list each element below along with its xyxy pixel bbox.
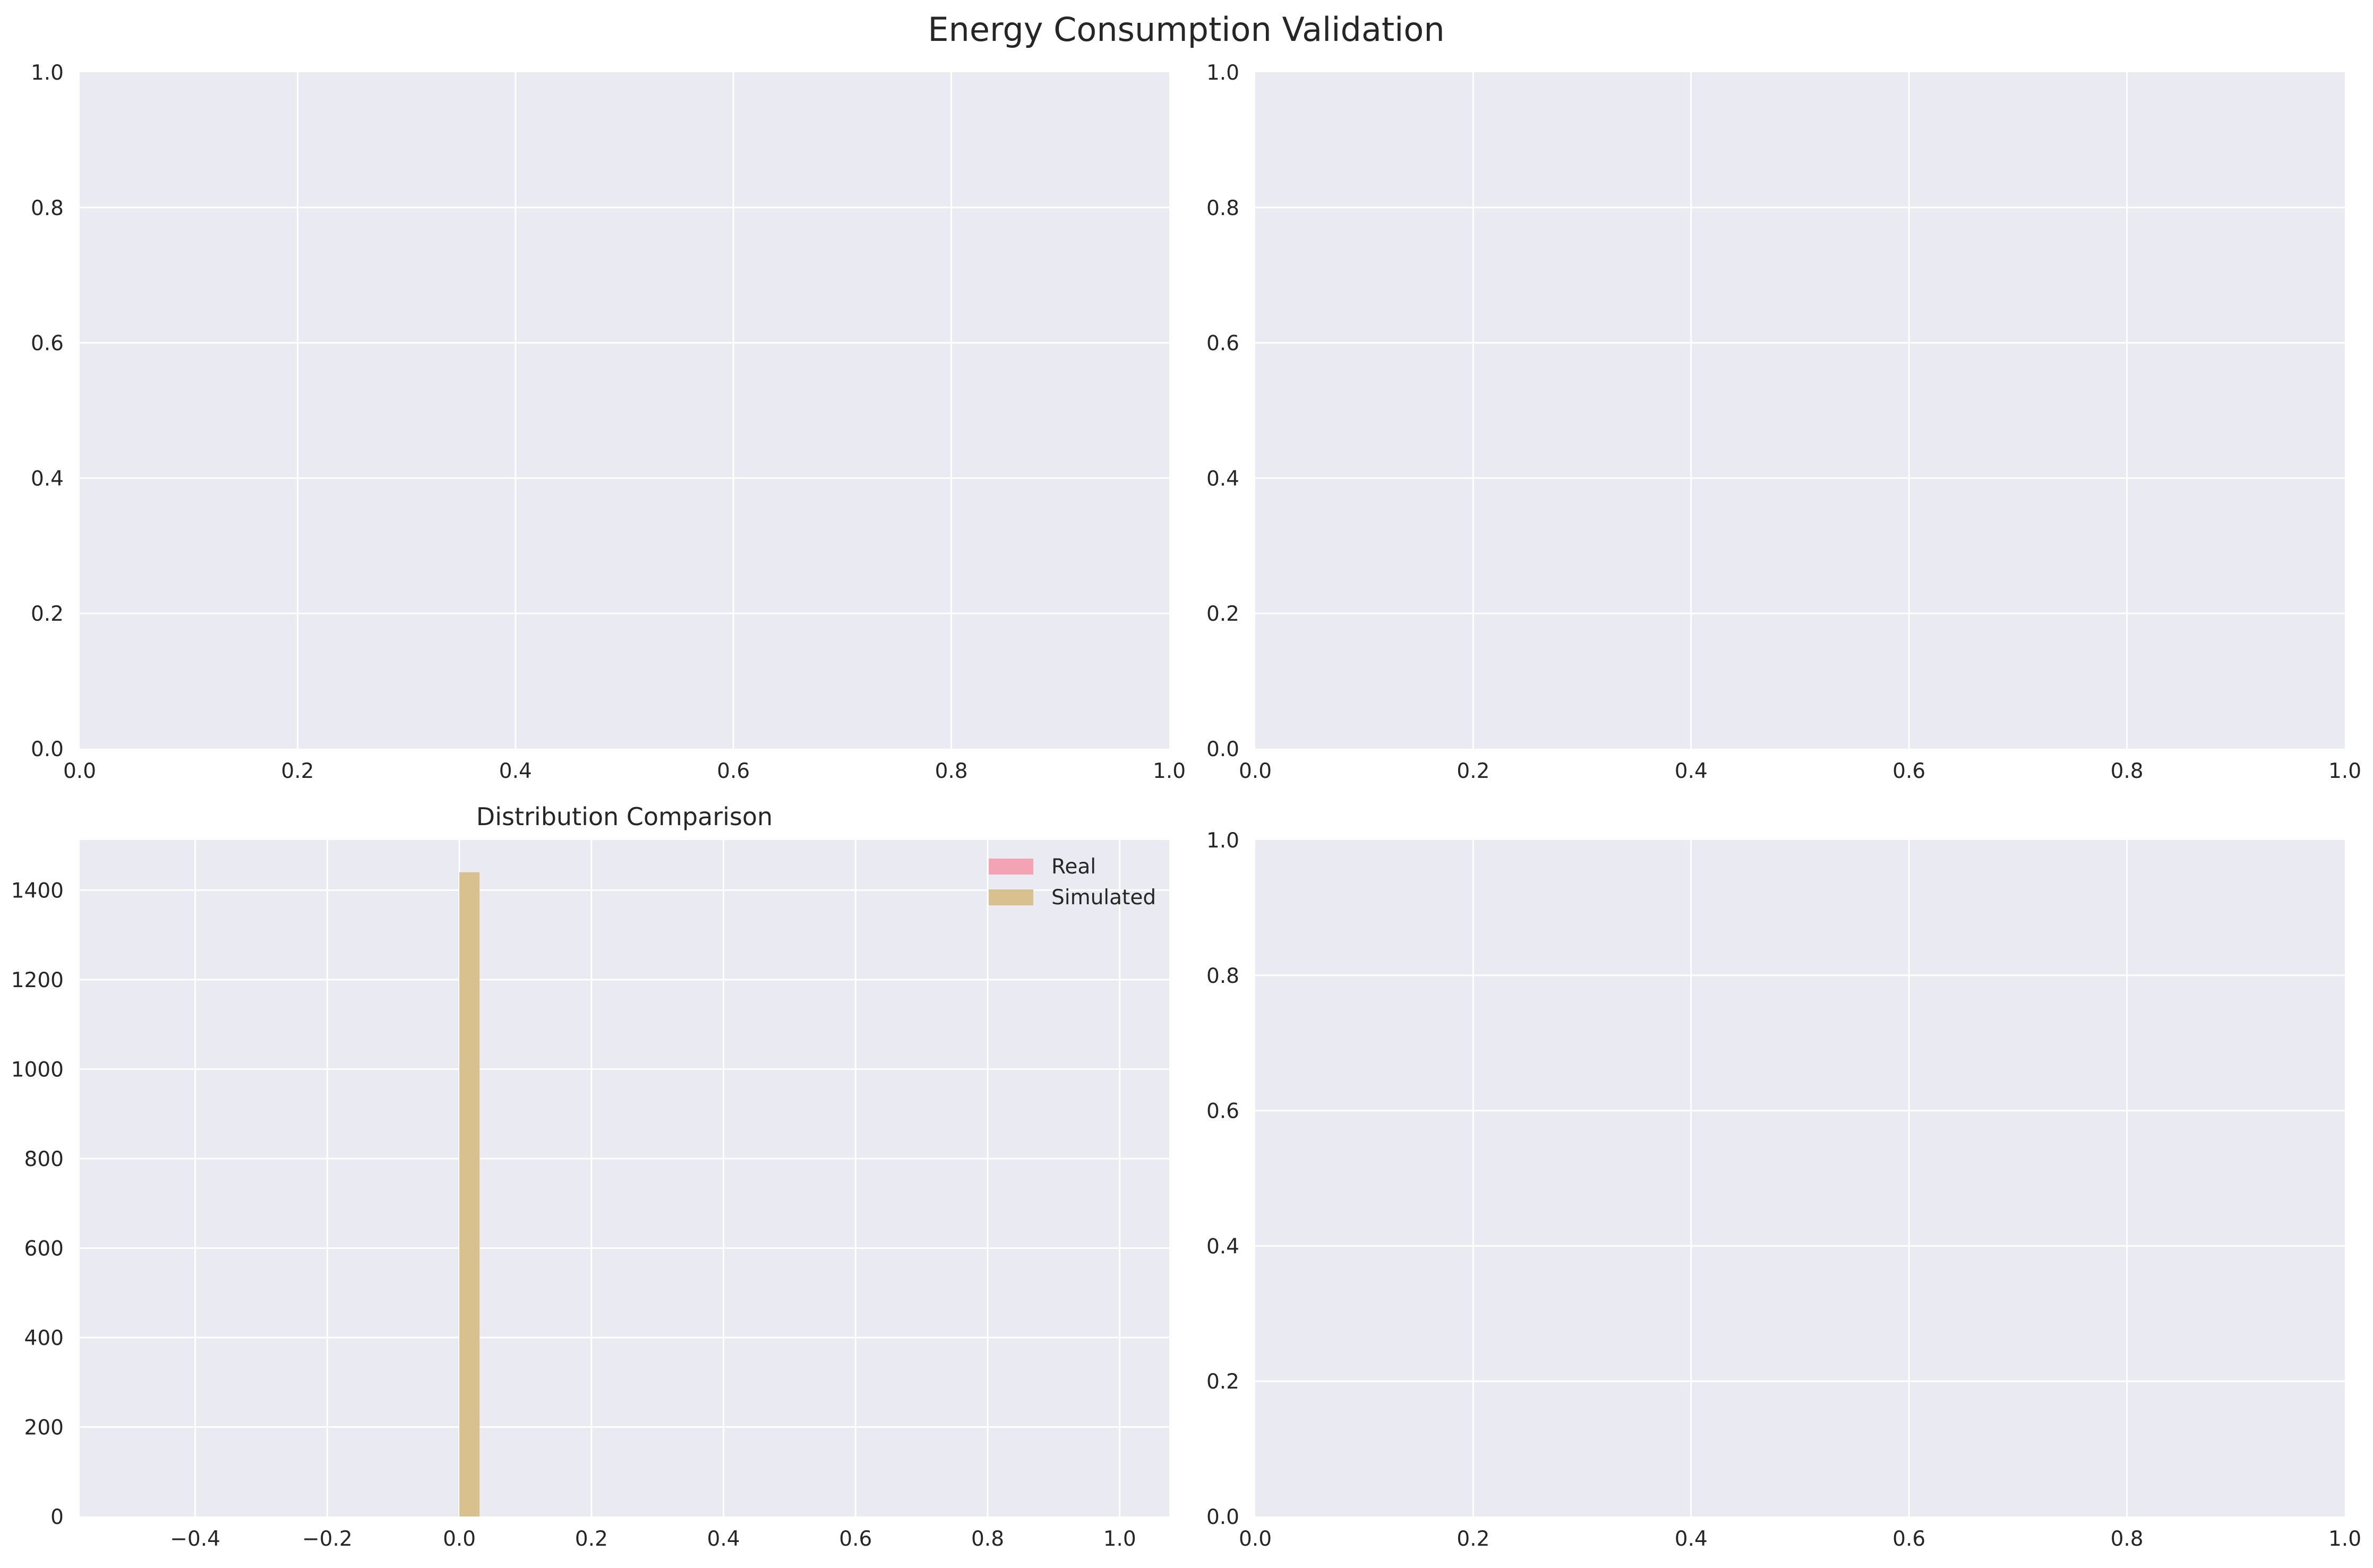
y-tick-label: 1000 [11, 1058, 64, 1082]
subplot-bottom-right: 0.0 0.2 0.4 0.6 0.8 1.0 0.0 0.2 0.4 0.6 0.8 1.0 [1206, 829, 2361, 1551]
x-tick-label: 0.0 [443, 1527, 476, 1551]
x-tick-label: 1.0 [1103, 1527, 1136, 1551]
x-tick-label: 0.2 [281, 759, 314, 783]
x-tick-label: 0.6 [717, 759, 750, 783]
y-tick-label: 1400 [11, 879, 64, 903]
y-tick-label: 0.0 [31, 738, 64, 761]
axes-background [1255, 840, 2345, 1516]
x-tick-label: −0.4 [170, 1527, 220, 1551]
axes-title: Distribution Comparison [476, 802, 773, 831]
x-tick-label: 0.4 [707, 1527, 740, 1551]
subplot-bottom-left: −0.4 −0.2 0.0 0.2 0.4 0.6 0.8 1.0 0 200 400 600 800 1… [11, 802, 1169, 1551]
y-tick-label: 1.0 [31, 61, 64, 85]
x-tick-label: 0.4 [1675, 759, 1708, 783]
y-tick-label: 600 [24, 1237, 64, 1261]
x-tick-label: 0.0 [1239, 759, 1272, 783]
x-tick-label: 0.0 [1239, 1527, 1272, 1551]
x-tick-label: 0.8 [2111, 1527, 2144, 1551]
x-tick-label: 0.0 [63, 759, 96, 783]
y-tick-label: 0.4 [31, 467, 64, 491]
legend: Real Simulated [989, 855, 1156, 910]
y-tick-label: 1.0 [1206, 61, 1239, 85]
x-tick-label: 1.0 [2328, 1527, 2361, 1551]
y-tick-label: 0.0 [1206, 738, 1239, 761]
x-tick-label: 0.8 [935, 759, 968, 783]
y-tick-label: 0.6 [1206, 1100, 1239, 1124]
y-tick-label: 0 [50, 1505, 64, 1529]
x-tick-label: 0.4 [499, 759, 532, 783]
y-tick-label: 400 [24, 1326, 64, 1350]
x-tick-label: 1.0 [2328, 759, 2361, 783]
x-tick-label: 0.2 [575, 1527, 608, 1551]
y-tick-label: 1200 [11, 969, 64, 992]
y-tick-label: 800 [24, 1147, 64, 1171]
legend-swatch-real [989, 859, 1033, 875]
x-tick-label: −0.2 [302, 1527, 353, 1551]
legend-label-real: Real [1051, 855, 1096, 879]
figure-title: Energy Consumption Validation [928, 10, 1444, 49]
y-tick-label: 0.8 [1206, 964, 1239, 988]
x-tick-label: 0.4 [1675, 1527, 1708, 1551]
y-tick-label: 0.0 [1206, 1505, 1239, 1529]
subplot-top-left: 0.0 0.2 0.4 0.6 0.8 1.0 0.0 0.2 0.4 0.6 0.8 1.0 [31, 61, 1186, 783]
y-tick-label: 1.0 [1206, 829, 1239, 853]
x-tick-label: 0.2 [1457, 1527, 1489, 1551]
x-tick-label: 1.0 [1153, 759, 1186, 783]
x-tick-label: 0.6 [1892, 1527, 1925, 1551]
x-tick-label: 0.8 [2111, 759, 2144, 783]
y-tick-label: 0.6 [31, 332, 64, 356]
x-tick-label: 0.2 [1457, 759, 1489, 783]
y-tick-label: 0.2 [31, 602, 64, 626]
y-tick-label: 0.4 [1206, 1235, 1239, 1258]
legend-label-simulated: Simulated [1051, 886, 1156, 910]
x-tick-label: 0.6 [1892, 759, 1925, 783]
axes-background [80, 840, 1169, 1516]
y-tick-label: 0.8 [1206, 196, 1239, 220]
y-tick-label: 200 [24, 1416, 64, 1440]
axes-background [80, 72, 1169, 749]
y-tick-label: 0.4 [1206, 467, 1239, 491]
y-tick-label: 0.2 [1206, 602, 1239, 626]
x-tick-label: 0.8 [971, 1527, 1004, 1551]
y-tick-label: 0.6 [1206, 332, 1239, 356]
x-tick-label: 0.6 [839, 1527, 872, 1551]
subplots-grid: 0.0 0.2 0.4 0.6 0.8 1.00.00.20.40.60.81.00.0 0… [11, 61, 2361, 1551]
y-tick-label: 0.2 [1206, 1370, 1239, 1394]
legend-swatch-simulated [989, 889, 1033, 905]
subplot-top-right: 0.0 0.2 0.4 0.6 0.8 1.0 0.0 0.2 0.4 0.6 0.8 1.0 [1206, 61, 2361, 783]
axes-background [1255, 72, 2345, 749]
histogram-bar-simulated [459, 872, 480, 1516]
y-tick-label: 0.8 [31, 196, 64, 220]
